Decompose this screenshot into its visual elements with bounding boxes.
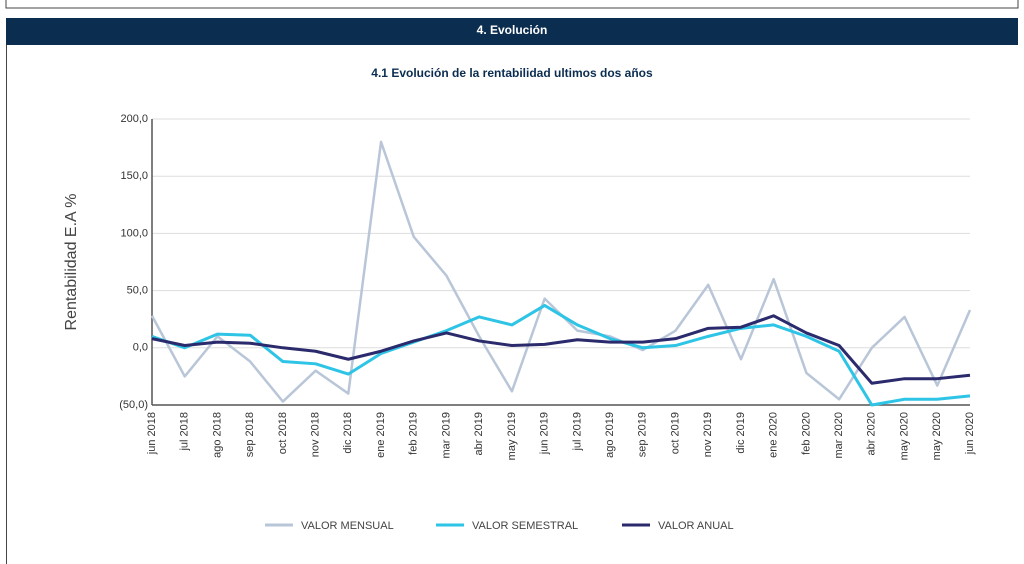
x-tick-label: oct 2019 (669, 412, 681, 454)
header-title: 4. Evolución (477, 23, 548, 37)
legend-label: VALOR MENSUAL (301, 520, 394, 532)
x-tick-label: jun 2019 (539, 412, 551, 455)
x-tick-label: abr 2019 (473, 412, 485, 455)
x-tick-label: jun 2020 (964, 412, 976, 455)
series-line (151, 314, 971, 385)
top-strip (5, 0, 1019, 9)
x-tick-label: abr 2020 (866, 412, 878, 455)
chart-title: 4.1 Evolución de la rentabilidad ultimos… (371, 66, 653, 80)
x-tick-label: mar 2020 (833, 412, 845, 458)
x-tick-label: ene 2020 (768, 412, 780, 458)
x-tick-label: nov 2019 (702, 412, 714, 457)
x-tick-label: oct 2018 (277, 412, 289, 454)
x-tick-label: nov 2018 (310, 412, 322, 457)
y-axis-label: Rentabilidad E.A % (63, 194, 80, 331)
series-line (151, 303, 971, 407)
x-tick-label: ago 2019 (604, 412, 616, 458)
y-tick-label: (50,0) (119, 399, 148, 411)
y-tick-label: 150,0 (120, 170, 148, 182)
x-tick-label: may 2020 (931, 412, 943, 460)
x-tick-label: sep 2018 (244, 412, 256, 457)
x-tick-label: sep 2019 (637, 412, 649, 457)
legend-label: VALOR ANUAL (658, 520, 734, 532)
x-tick-label: mar 2019 (440, 412, 452, 458)
x-tick-label: jul 2018 (179, 412, 191, 452)
x-tick-label: may 2020 (898, 412, 910, 460)
x-tick-label: ago 2018 (211, 412, 223, 458)
y-tick-label: 0,0 (133, 342, 148, 354)
legend-label: VALOR SEMESTRAL (472, 520, 578, 532)
x-tick-label: feb 2020 (800, 412, 812, 455)
y-tick-label: 50,0 (127, 285, 148, 297)
x-tick-label: jul 2019 (571, 412, 583, 452)
x-tick-label: may 2019 (506, 412, 518, 460)
x-tick-label: feb 2019 (408, 412, 420, 455)
header-bar (6, 18, 1018, 45)
y-tick-label: 100,0 (120, 227, 148, 239)
x-tick-label: dic 2018 (342, 412, 354, 454)
x-tick-label: jun 2018 (146, 412, 158, 455)
x-tick-label: ene 2019 (375, 412, 387, 458)
y-tick-label: 200,0 (120, 113, 148, 125)
x-tick-label: dic 2019 (735, 412, 747, 454)
